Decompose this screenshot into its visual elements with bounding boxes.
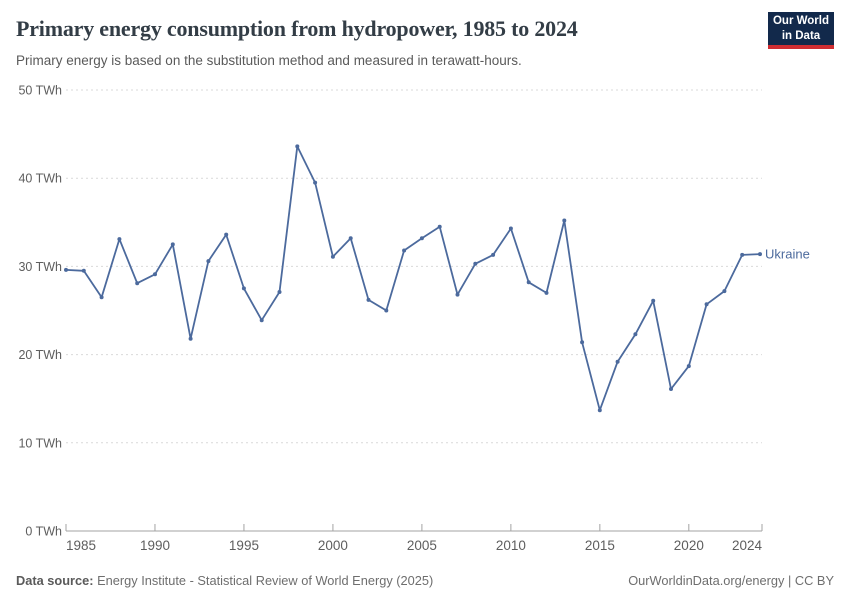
data-point[interactable] bbox=[597, 408, 602, 413]
y-axis-tick-label: 40 TWh bbox=[18, 172, 62, 186]
data-point[interactable] bbox=[170, 242, 175, 247]
series-label-ukraine[interactable]: Ukraine bbox=[765, 247, 810, 262]
x-axis-tick-label: 2000 bbox=[318, 538, 348, 553]
y-axis-tick-label: 10 TWh bbox=[18, 436, 62, 450]
data-point[interactable] bbox=[686, 364, 691, 369]
y-axis-tick-label: 50 TWh bbox=[18, 84, 62, 98]
chart-footer: Data source: Energy Institute - Statisti… bbox=[16, 573, 834, 588]
data-source-text[interactable]: Energy Institute - Statistical Review of… bbox=[97, 573, 434, 588]
logo-line-2: in Data bbox=[781, 29, 821, 42]
owid-logo[interactable]: Our World in Data bbox=[768, 12, 834, 49]
data-point[interactable] bbox=[615, 359, 620, 364]
data-point[interactable] bbox=[526, 280, 531, 285]
data-point[interactable] bbox=[437, 224, 442, 229]
data-point[interactable] bbox=[384, 308, 389, 313]
data-point[interactable] bbox=[295, 144, 300, 149]
data-point[interactable] bbox=[81, 268, 86, 273]
data-point[interactable] bbox=[491, 252, 496, 257]
x-axis-tick-label: 2015 bbox=[585, 538, 615, 553]
data-point[interactable] bbox=[455, 292, 460, 297]
data-point[interactable] bbox=[117, 237, 122, 242]
data-point[interactable] bbox=[580, 340, 585, 345]
data-point[interactable] bbox=[153, 272, 157, 277]
data-point[interactable] bbox=[544, 290, 549, 295]
chart-title: Primary energy consumption from hydropow… bbox=[16, 16, 578, 41]
x-axis-tick-label: 2024 bbox=[732, 538, 763, 553]
x-axis-tick-label: 2020 bbox=[674, 538, 704, 553]
data-point[interactable] bbox=[669, 387, 673, 391]
x-axis-tick-label: 1985 bbox=[66, 538, 96, 553]
data-point[interactable] bbox=[473, 261, 478, 266]
data-point[interactable] bbox=[64, 267, 68, 272]
footer-credit[interactable]: OurWorldinData.org/energy | CC BY bbox=[628, 573, 834, 588]
data-point[interactable] bbox=[330, 254, 335, 259]
x-axis-tick-label: 2010 bbox=[496, 538, 526, 553]
data-point[interactable] bbox=[259, 318, 264, 323]
chart-subtitle: Primary energy is based on the substitut… bbox=[16, 53, 522, 68]
x-axis-tick-label: 1995 bbox=[229, 538, 259, 553]
data-point[interactable] bbox=[758, 252, 762, 257]
data-point[interactable] bbox=[277, 290, 282, 294]
logo-line-1: Our World bbox=[772, 14, 829, 27]
data-point[interactable] bbox=[508, 226, 513, 231]
y-axis-tick-label: 0 TWh bbox=[25, 525, 62, 539]
data-point[interactable] bbox=[135, 281, 140, 286]
y-axis-tick-label: 20 TWh bbox=[18, 348, 62, 362]
data-point[interactable] bbox=[99, 295, 104, 300]
data-point[interactable] bbox=[651, 298, 656, 303]
x-axis-tick-label: 2005 bbox=[407, 538, 437, 553]
data-point[interactable] bbox=[633, 332, 638, 337]
data-source-label: Data source: bbox=[16, 573, 94, 588]
data-point[interactable] bbox=[313, 180, 318, 185]
data-point[interactable] bbox=[419, 236, 424, 241]
y-axis-tick-label: 30 TWh bbox=[18, 260, 62, 274]
data-point[interactable] bbox=[562, 218, 567, 223]
data-point[interactable] bbox=[704, 302, 709, 307]
data-point[interactable] bbox=[241, 286, 246, 291]
data-point[interactable] bbox=[740, 252, 745, 257]
series-line-ukraine bbox=[65, 145, 761, 412]
data-point[interactable] bbox=[366, 297, 371, 302]
data-point[interactable] bbox=[188, 336, 193, 341]
x-axis-tick-label: 1990 bbox=[140, 538, 170, 553]
data-point[interactable] bbox=[224, 232, 229, 237]
data-point[interactable] bbox=[348, 236, 353, 241]
data-point[interactable] bbox=[402, 248, 407, 253]
data-point[interactable] bbox=[206, 259, 211, 264]
data-point[interactable] bbox=[722, 289, 727, 294]
footer-source: Data source: Energy Institute - Statisti… bbox=[16, 573, 433, 588]
